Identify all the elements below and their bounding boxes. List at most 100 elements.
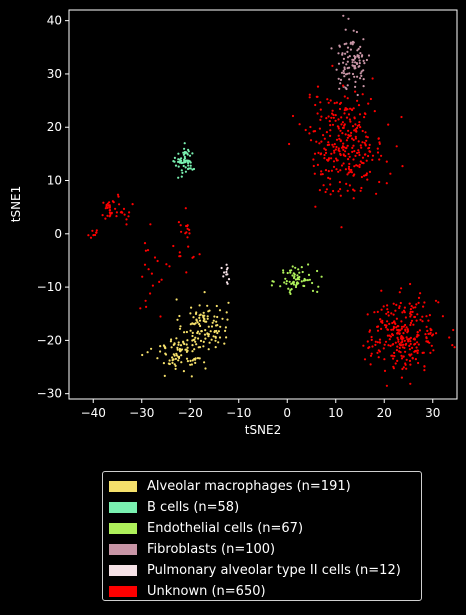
data-point (198, 304, 201, 307)
data-point (363, 116, 366, 119)
data-point (397, 328, 400, 332)
data-point (183, 331, 186, 334)
data-point (398, 343, 401, 346)
data-point (343, 112, 346, 115)
data-point (147, 268, 150, 271)
data-point (352, 29, 355, 32)
data-point (400, 287, 403, 290)
data-point (330, 157, 333, 160)
data-point (329, 193, 332, 196)
data-point (410, 319, 414, 322)
data-point (409, 282, 412, 286)
data-point (354, 137, 357, 140)
data-point (417, 361, 420, 365)
data-point (364, 131, 367, 134)
data-point (341, 53, 344, 56)
data-point (163, 374, 166, 377)
data-point (196, 331, 199, 335)
data-point (412, 306, 415, 309)
data-point (385, 182, 388, 185)
data-point (395, 145, 398, 148)
data-point (170, 346, 173, 349)
data-point (353, 189, 356, 192)
series-5-points (87, 64, 456, 387)
x-tick-label: 20 (377, 406, 392, 420)
data-point (360, 146, 363, 149)
data-point (329, 124, 332, 127)
data-point (145, 305, 148, 308)
legend-label: Fibroblasts (n=100) (147, 542, 276, 557)
data-point (411, 356, 414, 360)
data-point (295, 281, 298, 285)
data-point (416, 349, 419, 352)
data-point (376, 329, 380, 332)
data-point (144, 249, 147, 252)
data-point (432, 349, 435, 352)
data-point (222, 275, 225, 278)
data-point (340, 116, 343, 119)
data-point (186, 349, 189, 352)
data-point (426, 340, 430, 344)
data-point (345, 139, 348, 142)
data-point (203, 291, 206, 294)
data-point (346, 50, 349, 54)
data-point (354, 61, 357, 64)
data-point (196, 357, 200, 360)
data-point (106, 214, 109, 217)
data-point (362, 78, 365, 81)
data-point (353, 129, 356, 132)
data-point (214, 346, 217, 349)
data-point (171, 361, 174, 364)
data-point (207, 325, 210, 328)
data-point (392, 357, 395, 360)
data-point (289, 271, 292, 274)
data-point (363, 141, 366, 144)
data-point (127, 215, 130, 218)
data-point (203, 314, 206, 317)
data-point (168, 359, 171, 362)
data-point (395, 326, 398, 329)
data-point (374, 340, 377, 343)
data-point (198, 319, 202, 322)
data-point (223, 342, 226, 345)
data-point (370, 352, 373, 355)
data-point (359, 77, 362, 80)
data-point (179, 349, 182, 353)
data-point (202, 319, 205, 322)
data-point (351, 137, 354, 140)
data-point (346, 46, 350, 49)
data-point (339, 139, 342, 142)
data-point (215, 329, 218, 333)
data-point (339, 169, 342, 172)
data-point (211, 321, 214, 324)
data-point (406, 328, 409, 331)
data-point (327, 157, 331, 160)
data-point (380, 308, 383, 311)
data-point (365, 139, 368, 142)
data-point (150, 347, 153, 350)
data-point (109, 214, 112, 217)
data-point (392, 343, 395, 346)
data-point (377, 349, 380, 352)
data-point (173, 354, 176, 357)
data-point (174, 367, 177, 370)
data-point (329, 177, 332, 180)
data-point (101, 214, 104, 217)
data-point (331, 143, 334, 146)
data-point (291, 274, 294, 277)
data-point (92, 234, 95, 237)
data-point (296, 276, 300, 279)
data-point (110, 211, 113, 214)
data-point (316, 85, 320, 88)
data-point (178, 356, 181, 360)
data-point (344, 86, 347, 89)
data-point (214, 336, 217, 339)
data-point (360, 55, 363, 58)
data-point (366, 313, 369, 316)
data-point (388, 338, 391, 341)
data-point (351, 125, 355, 128)
data-point (363, 112, 366, 115)
data-point (184, 232, 187, 235)
data-point (199, 339, 203, 342)
data-point (306, 279, 309, 282)
